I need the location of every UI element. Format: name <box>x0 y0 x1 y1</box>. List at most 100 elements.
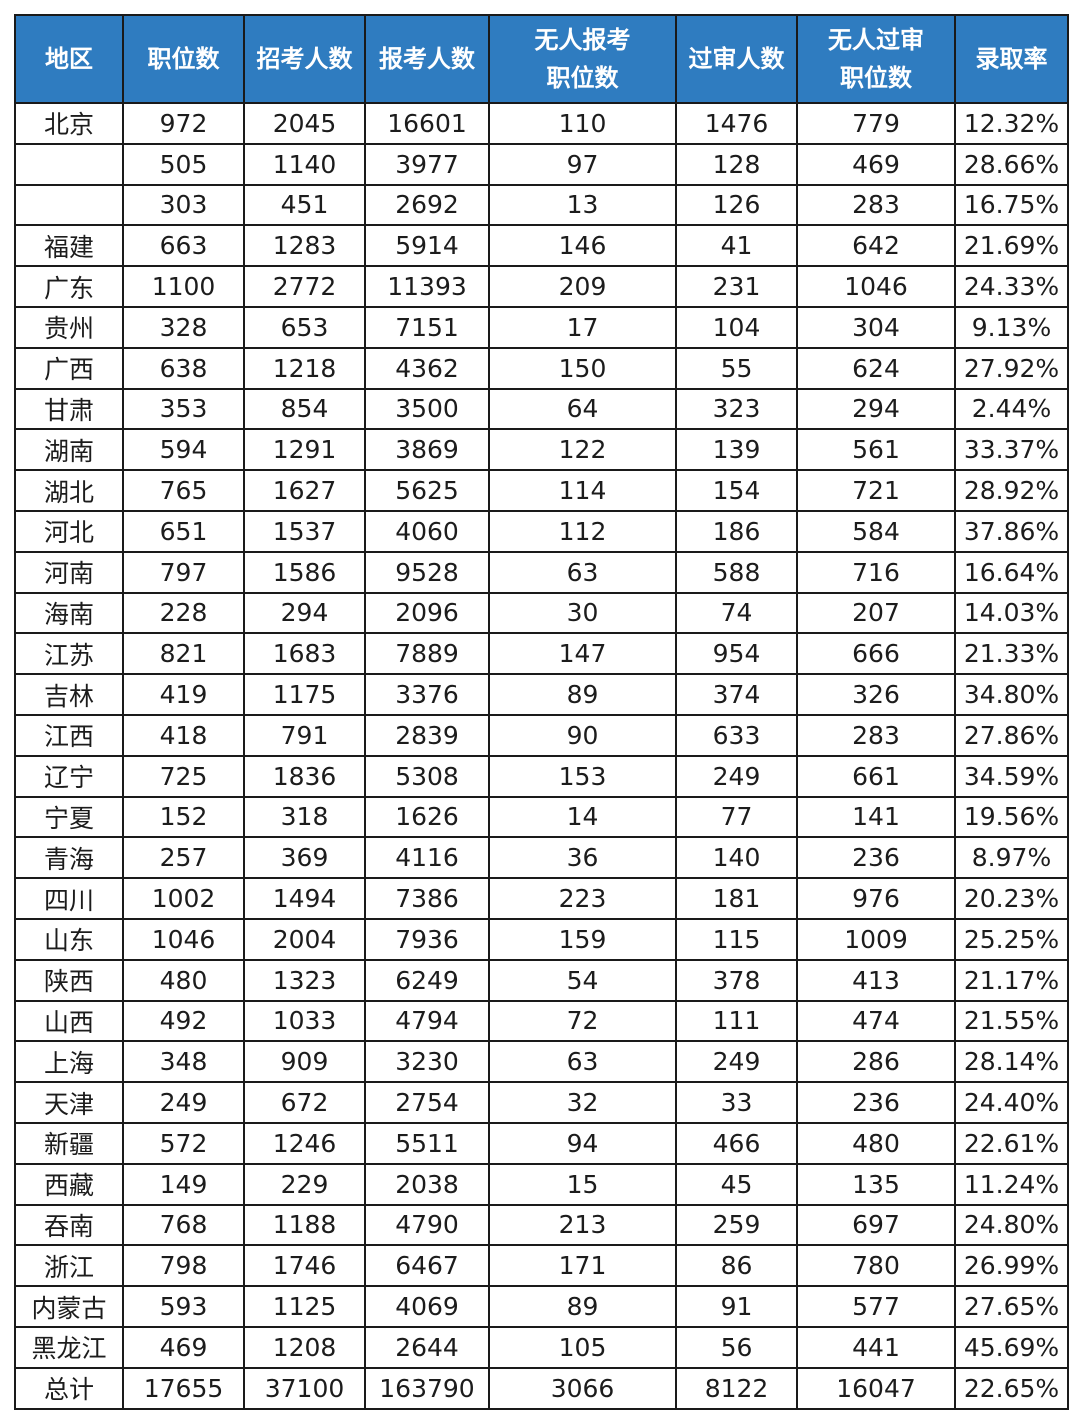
cell-admission-rate: 33.37% <box>954 428 1069 472</box>
cell-no-applicant-positions: 223 <box>488 877 677 920</box>
table-row: 505 1140 3977 97 128 469 28.66% <box>14 142 1069 186</box>
cell-no-applicant-positions: 17 <box>488 305 677 349</box>
cell-approved: 91 <box>675 1285 798 1328</box>
cell-applicants: 11393 <box>364 265 490 308</box>
cell-region: 吉林 <box>14 673 124 716</box>
cell-recruits: 1323 <box>243 958 366 1002</box>
cell-no-applicant-positions: 63 <box>488 1040 677 1084</box>
cell-no-approved-positions: 413 <box>796 958 956 1002</box>
cell-applicants: 3230 <box>364 1040 490 1084</box>
cell-approved: 249 <box>675 1040 798 1084</box>
cell-region: 新疆 <box>14 1121 124 1165</box>
table-row: 上海 348 909 3230 63 249 286 28.14% <box>14 1040 1069 1084</box>
cell-positions: 480 <box>122 958 245 1002</box>
cell-region: 江西 <box>14 713 124 757</box>
cell-positions: 249 <box>122 1081 245 1124</box>
cell-positions: 638 <box>122 346 245 390</box>
cell-recruits: 318 <box>243 795 366 839</box>
cell-no-approved-positions: 642 <box>796 224 956 268</box>
table-row: 四川 1002 1494 7386 223 181 976 20.23% <box>14 877 1069 920</box>
cell-recruits: 1188 <box>243 1203 366 1247</box>
cell-region: 浙江 <box>14 1244 124 1288</box>
cell-approved: 249 <box>675 754 798 798</box>
cell-admission-rate: 11.24% <box>954 1162 1069 1206</box>
cell-recruits: 37100 <box>243 1366 366 1410</box>
cell-approved: 154 <box>675 469 798 512</box>
table-row: 北京 972 2045 16601 110 1476 779 12.32% <box>14 102 1069 145</box>
cell-approved: 55 <box>675 346 798 390</box>
cell-applicants: 2644 <box>364 1325 490 1369</box>
cell-no-approved-positions: 716 <box>796 550 956 594</box>
cell-applicants: 16601 <box>364 102 490 145</box>
cell-positions: 1002 <box>122 877 245 920</box>
cell-approved: 8122 <box>675 1366 798 1410</box>
table-row: 河南 797 1586 9528 63 588 716 16.64% <box>14 550 1069 594</box>
cell-no-applicant-positions: 112 <box>488 509 677 553</box>
cell-approved: 378 <box>675 958 798 1002</box>
cell-region: 四川 <box>14 877 124 920</box>
cell-region: 内蒙古 <box>14 1285 124 1328</box>
cell-recruits: 1283 <box>243 224 366 268</box>
cell-region: 辽宁 <box>14 754 124 798</box>
cell-region: 上海 <box>14 1040 124 1084</box>
cell-applicants: 2839 <box>364 713 490 757</box>
cell-no-approved-positions: 294 <box>796 387 956 431</box>
cell-applicants: 2038 <box>364 1162 490 1206</box>
cell-no-approved-positions: 561 <box>796 428 956 472</box>
cell-no-approved-positions: 584 <box>796 509 956 553</box>
cell-no-applicant-positions: 213 <box>488 1203 677 1247</box>
cell-no-applicant-positions: 72 <box>488 999 677 1043</box>
table-row: 贵州 328 653 7151 17 104 304 9.13% <box>14 305 1069 349</box>
cell-approved: 128 <box>675 142 798 186</box>
cell-approved: 633 <box>675 713 798 757</box>
cell-admission-rate: 27.86% <box>954 713 1069 757</box>
cell-recruits: 1627 <box>243 469 366 512</box>
table-row: 山西 492 1033 4794 72 111 474 21.55% <box>14 999 1069 1043</box>
cell-no-approved-positions: 304 <box>796 305 956 349</box>
cell-no-applicant-positions: 147 <box>488 632 677 676</box>
table-row: 天津 249 672 2754 32 33 236 24.40% <box>14 1081 1069 1124</box>
cell-approved: 126 <box>675 183 798 227</box>
cell-region: 吞南 <box>14 1203 124 1247</box>
header-approved: 过审人数 <box>675 14 798 104</box>
cell-positions: 492 <box>122 999 245 1043</box>
cell-applicants: 7151 <box>364 305 490 349</box>
cell-no-applicant-positions: 63 <box>488 550 677 594</box>
cell-no-approved-positions: 469 <box>796 142 956 186</box>
cell-admission-rate: 2.44% <box>954 387 1069 431</box>
cell-admission-rate: 19.56% <box>954 795 1069 839</box>
cell-positions: 821 <box>122 632 245 676</box>
cell-admission-rate: 25.25% <box>954 917 1069 961</box>
cell-approved: 954 <box>675 632 798 676</box>
cell-approved: 56 <box>675 1325 798 1369</box>
cell-recruits: 1175 <box>243 673 366 716</box>
cell-region <box>14 183 124 227</box>
cell-no-applicant-positions: 90 <box>488 713 677 757</box>
cell-applicants: 5625 <box>364 469 490 512</box>
cell-region: 陕西 <box>14 958 124 1002</box>
cell-applicants: 4060 <box>364 509 490 553</box>
cell-no-approved-positions: 779 <box>796 102 956 145</box>
cell-admission-rate: 14.03% <box>954 591 1069 635</box>
cell-positions: 348 <box>122 1040 245 1084</box>
cell-region: 甘肃 <box>14 387 124 431</box>
cell-approved: 259 <box>675 1203 798 1247</box>
cell-no-applicant-positions: 105 <box>488 1325 677 1369</box>
cell-no-applicant-positions: 30 <box>488 591 677 635</box>
cell-no-applicant-positions: 64 <box>488 387 677 431</box>
cell-no-approved-positions: 1046 <box>796 265 956 308</box>
cell-applicants: 4790 <box>364 1203 490 1247</box>
cell-approved: 186 <box>675 509 798 553</box>
cell-no-approved-positions: 16047 <box>796 1366 956 1410</box>
cell-region: 河南 <box>14 550 124 594</box>
cell-recruits: 2045 <box>243 102 366 145</box>
cell-applicants: 3977 <box>364 142 490 186</box>
cell-recruits: 1746 <box>243 1244 366 1288</box>
cell-region: 总计 <box>14 1366 124 1410</box>
cell-applicants: 3869 <box>364 428 490 472</box>
cell-region: 黑龙江 <box>14 1325 124 1369</box>
table-row: 江苏 821 1683 7889 147 954 666 21.33% <box>14 632 1069 676</box>
cell-admission-rate: 24.40% <box>954 1081 1069 1124</box>
cell-applicants: 2754 <box>364 1081 490 1124</box>
cell-recruits: 1218 <box>243 346 366 390</box>
